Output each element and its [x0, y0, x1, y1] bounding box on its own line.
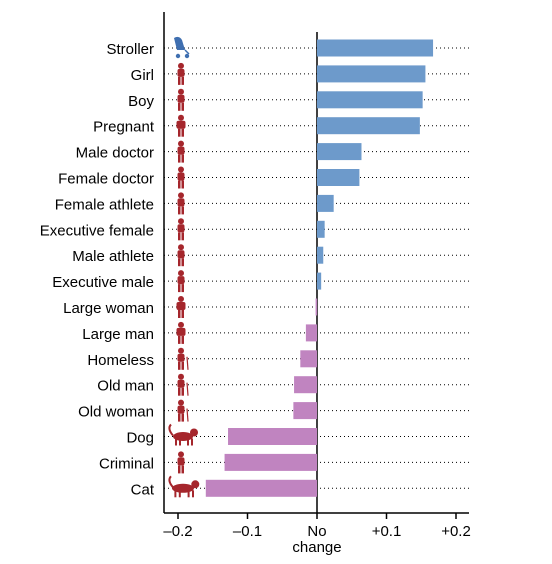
label-dog: Dog [126, 430, 154, 447]
bar-old-man [294, 376, 317, 394]
label-female-athlete: Female athlete [55, 196, 154, 213]
executive-female-icon [177, 218, 185, 241]
x-tick-label: –0.1 [233, 523, 262, 540]
label-cat: Cat [131, 481, 155, 498]
x-tick-label: +0.1 [372, 523, 402, 540]
label-female-doctor: Female doctor [58, 171, 154, 188]
label-large-man: Large man [82, 326, 154, 343]
executive-male-icon [177, 270, 185, 293]
bar-female-doctor [317, 169, 360, 186]
bar-girl [317, 65, 426, 83]
bar-dog [228, 428, 317, 445]
label-homeless: Homeless [87, 352, 154, 369]
bars [205, 39, 434, 497]
label-large-woman: Large woman [63, 300, 154, 317]
bar-boy [317, 91, 423, 109]
x-tick-label: No change [292, 523, 341, 556]
x-ticks: –0.2 –0.1 No change +0.1 +0.2 [163, 513, 471, 556]
bar-pregnant [317, 117, 420, 135]
label-boy: Boy [128, 93, 154, 110]
category-labels: Stroller Girl Boy Pregnant Male doctor Female… [40, 41, 155, 498]
bar-executive-male [317, 272, 322, 290]
label-executive-female: Executive female [40, 222, 154, 239]
dog-icon [168, 423, 198, 446]
male-doctor-icon [177, 140, 185, 163]
old-man-icon [177, 373, 189, 396]
x-tick-label: –0.2 [163, 523, 192, 540]
criminal-icon [177, 451, 185, 474]
pregnant-woman-icon [176, 114, 186, 137]
bar-large-man [305, 324, 317, 342]
stroller-icon [174, 36, 190, 59]
girl-icon [177, 62, 185, 85]
bar-cat [205, 479, 317, 497]
bar-old-woman [293, 402, 317, 420]
cat-icon [168, 475, 200, 498]
bar-executive-female [317, 220, 325, 238]
label-male-athlete: Male athlete [72, 248, 154, 265]
label-old-woman: Old woman [78, 404, 154, 421]
label-criminal: Criminal [99, 455, 154, 472]
bar-criminal [224, 453, 317, 471]
category-icons [168, 36, 200, 498]
boy-icon [177, 88, 185, 111]
male-athlete-icon [177, 244, 185, 267]
female-doctor-icon [177, 166, 185, 189]
large-man-icon [176, 321, 186, 344]
bar-large-woman [315, 298, 318, 316]
label-pregnant: Pregnant [93, 119, 155, 136]
bar-female-athlete [317, 194, 334, 212]
homeless-icon [177, 347, 189, 370]
label-old-man: Old man [97, 378, 154, 395]
large-woman-icon [176, 296, 186, 318]
label-executive-male: Executive male [52, 274, 154, 291]
bar-homeless [300, 350, 317, 368]
old-woman-icon [177, 399, 189, 422]
bar-male-doctor [317, 143, 362, 161]
female-athlete-icon [177, 192, 185, 215]
label-stroller: Stroller [106, 41, 154, 58]
bar-stroller [317, 39, 434, 57]
label-male-doctor: Male doctor [76, 145, 154, 162]
label-girl: Girl [131, 67, 154, 84]
x-tick-label: +0.2 [441, 523, 471, 540]
bar-male-athlete [317, 246, 324, 264]
